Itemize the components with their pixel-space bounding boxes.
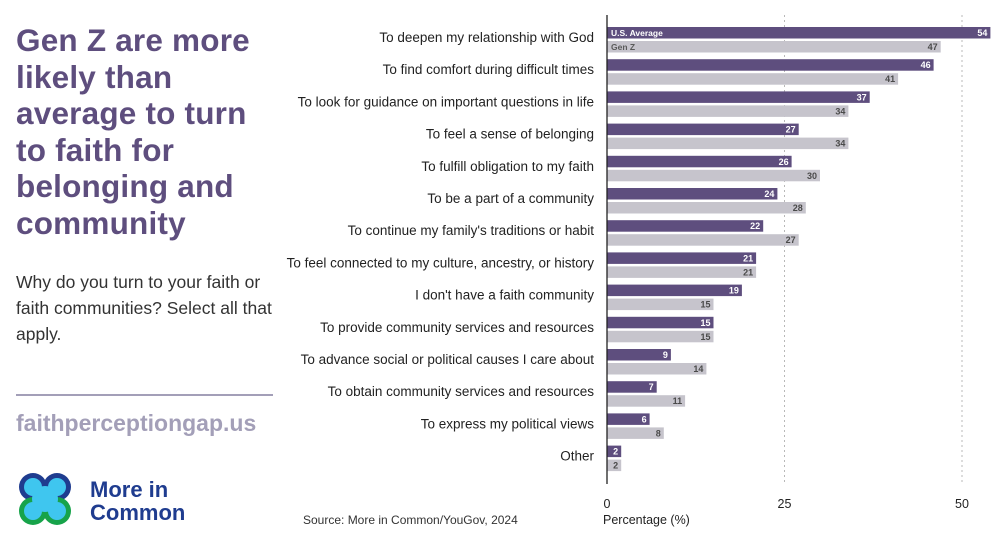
bar-us-average	[607, 220, 764, 232]
category-label: To look for guidance on important questi…	[298, 94, 594, 109]
category-label: To find comfort during difficult times	[383, 62, 595, 77]
data-label: 28	[793, 203, 803, 213]
x-axis-label: Percentage (%)	[603, 513, 690, 527]
bar-us-average	[607, 155, 792, 168]
divider	[16, 394, 273, 396]
category-label: To continue my family's traditions or ha…	[348, 223, 595, 238]
category-label: To fulfill obligation to my faith	[421, 159, 594, 174]
bar-us-average	[607, 284, 742, 297]
bar-gen-z	[607, 137, 849, 150]
bar-us-average	[607, 123, 799, 136]
bar-gen-z	[607, 427, 664, 439]
data-label: 47	[928, 42, 938, 52]
brand-line-2: Common	[90, 500, 186, 525]
data-label: 15	[700, 318, 710, 328]
bar-gen-z	[607, 363, 707, 375]
bar-us-average	[607, 59, 934, 71]
category-label: I don't have a faith community	[415, 288, 594, 303]
data-label: 26	[779, 157, 789, 167]
legend-gen-z: Gen Z	[611, 42, 635, 52]
data-label: 9	[663, 350, 668, 360]
left-panel: Gen Z are more likely than average to tu…	[16, 22, 278, 347]
data-label: 7	[649, 382, 654, 392]
data-label: 24	[764, 189, 774, 199]
data-label: 54	[977, 28, 987, 38]
data-label: 22	[750, 221, 760, 231]
more-in-common-logo-icon	[19, 473, 71, 525]
category-label: To obtain community services and resourc…	[328, 384, 595, 399]
data-label: 37	[857, 92, 867, 102]
category-label: To be a part of a community	[427, 191, 594, 206]
category-label: Other	[560, 449, 594, 464]
data-label: 27	[786, 235, 796, 245]
bar-gen-z	[607, 41, 941, 53]
bar-gen-z	[607, 459, 622, 472]
x-tick-label: 0	[604, 497, 611, 511]
bar-us-average	[607, 188, 778, 200]
data-label: 41	[885, 74, 895, 84]
data-label: 14	[693, 364, 703, 374]
bar-gen-z	[607, 330, 714, 343]
x-tick-label: 50	[955, 497, 969, 511]
website-link[interactable]: faithperceptiongap.us	[16, 410, 257, 436]
bar-gen-z	[607, 169, 820, 182]
source-note: Source: More in Common/YouGov, 2024	[303, 513, 518, 527]
data-label: 8	[656, 428, 661, 438]
bar-us-average	[607, 91, 870, 103]
bar-gen-z	[607, 73, 899, 85]
data-label: 34	[835, 106, 845, 116]
category-label: To deepen my relationship with God	[379, 30, 594, 45]
category-label: To provide community services and resour…	[320, 320, 594, 335]
brand-line-1: More in	[90, 477, 169, 502]
bar-us-average	[607, 445, 622, 458]
category-label: To feel a sense of belonging	[426, 127, 594, 142]
category-label: To express my political views	[421, 416, 595, 431]
bar-gen-z	[607, 298, 714, 311]
bar-gen-z	[607, 105, 849, 117]
category-label: To feel connected to my culture, ancestr…	[287, 255, 595, 270]
data-label: 11	[673, 396, 683, 406]
data-label: 2	[613, 461, 618, 471]
data-label: 21	[743, 267, 753, 277]
data-label: 15	[700, 300, 710, 310]
x-tick-label: 25	[778, 497, 792, 511]
data-label: 19	[729, 286, 739, 296]
bar-gen-z	[607, 234, 799, 246]
data-label: 30	[807, 171, 817, 181]
bar-us-average	[607, 316, 714, 329]
bar-gen-z	[607, 395, 686, 407]
data-label: 27	[786, 125, 796, 135]
brand-name: More in Common	[90, 478, 185, 524]
bar-gen-z	[607, 266, 757, 278]
survey-question: Why do you turn to your faith or faith c…	[16, 272, 272, 344]
data-label: 34	[835, 139, 845, 149]
data-label: 6	[642, 414, 647, 424]
category-label: To advance social or political causes I …	[301, 352, 595, 367]
data-label: 2	[613, 447, 618, 457]
bar-gen-z	[607, 202, 806, 214]
data-label: 21	[743, 253, 753, 263]
headline-title: Gen Z are more likely than average to tu…	[16, 22, 250, 241]
bar-us-average	[607, 349, 671, 361]
bar-us-average	[607, 27, 991, 39]
data-label: 15	[700, 332, 710, 342]
bar-us-average	[607, 413, 650, 425]
legend-us-average: U.S. Average	[611, 28, 663, 38]
bar-us-average	[607, 381, 657, 393]
data-label: 46	[921, 60, 931, 70]
bar-us-average	[607, 252, 757, 264]
